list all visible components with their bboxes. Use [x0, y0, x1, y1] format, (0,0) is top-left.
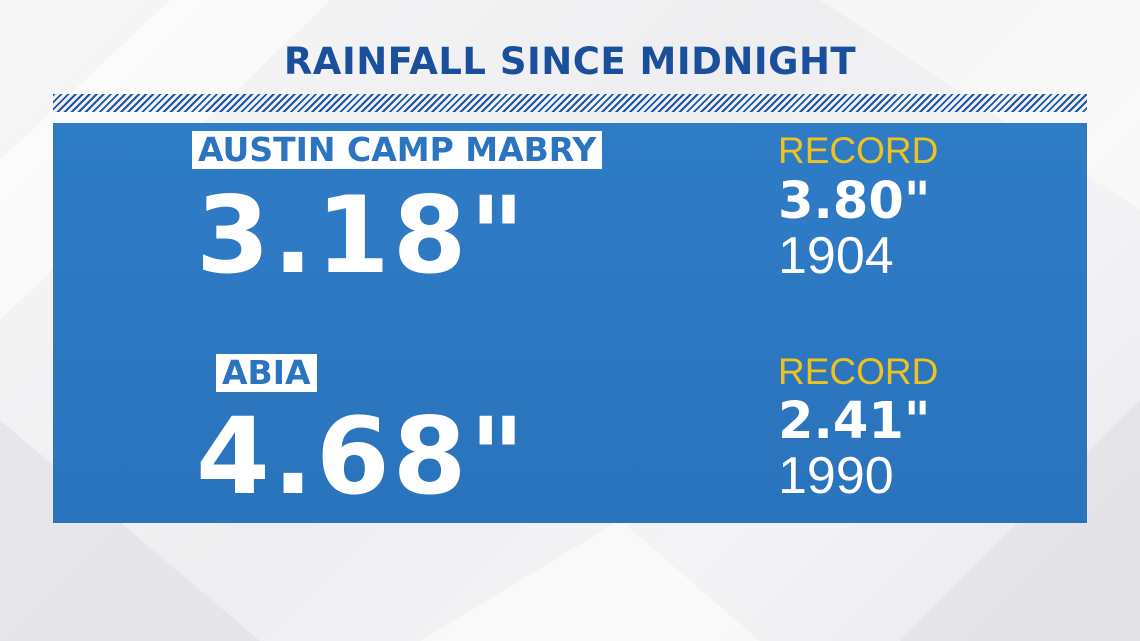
record-year: 1990 — [778, 447, 894, 505]
station-name-label: ABIA — [216, 354, 317, 392]
station-rainfall-value: 3.18" — [196, 174, 528, 297]
record-label: RECORD — [778, 351, 939, 392]
record-value: 2.41" — [778, 392, 931, 451]
page-title: RAINFALL SINCE MIDNIGHT — [283, 40, 857, 83]
record-label: RECORD — [778, 130, 939, 171]
record-year: 1904 — [778, 227, 894, 285]
station-name-label: AUSTIN CAMP MABRY — [192, 131, 603, 169]
station-rainfall-value: 4.68" — [196, 395, 528, 518]
record-value: 3.80" — [778, 172, 931, 231]
rainfall-panel: AUSTIN CAMP MABRY 3.18" RECORD 3.80" 190… — [53, 123, 1087, 523]
hatched-divider — [53, 94, 1087, 112]
